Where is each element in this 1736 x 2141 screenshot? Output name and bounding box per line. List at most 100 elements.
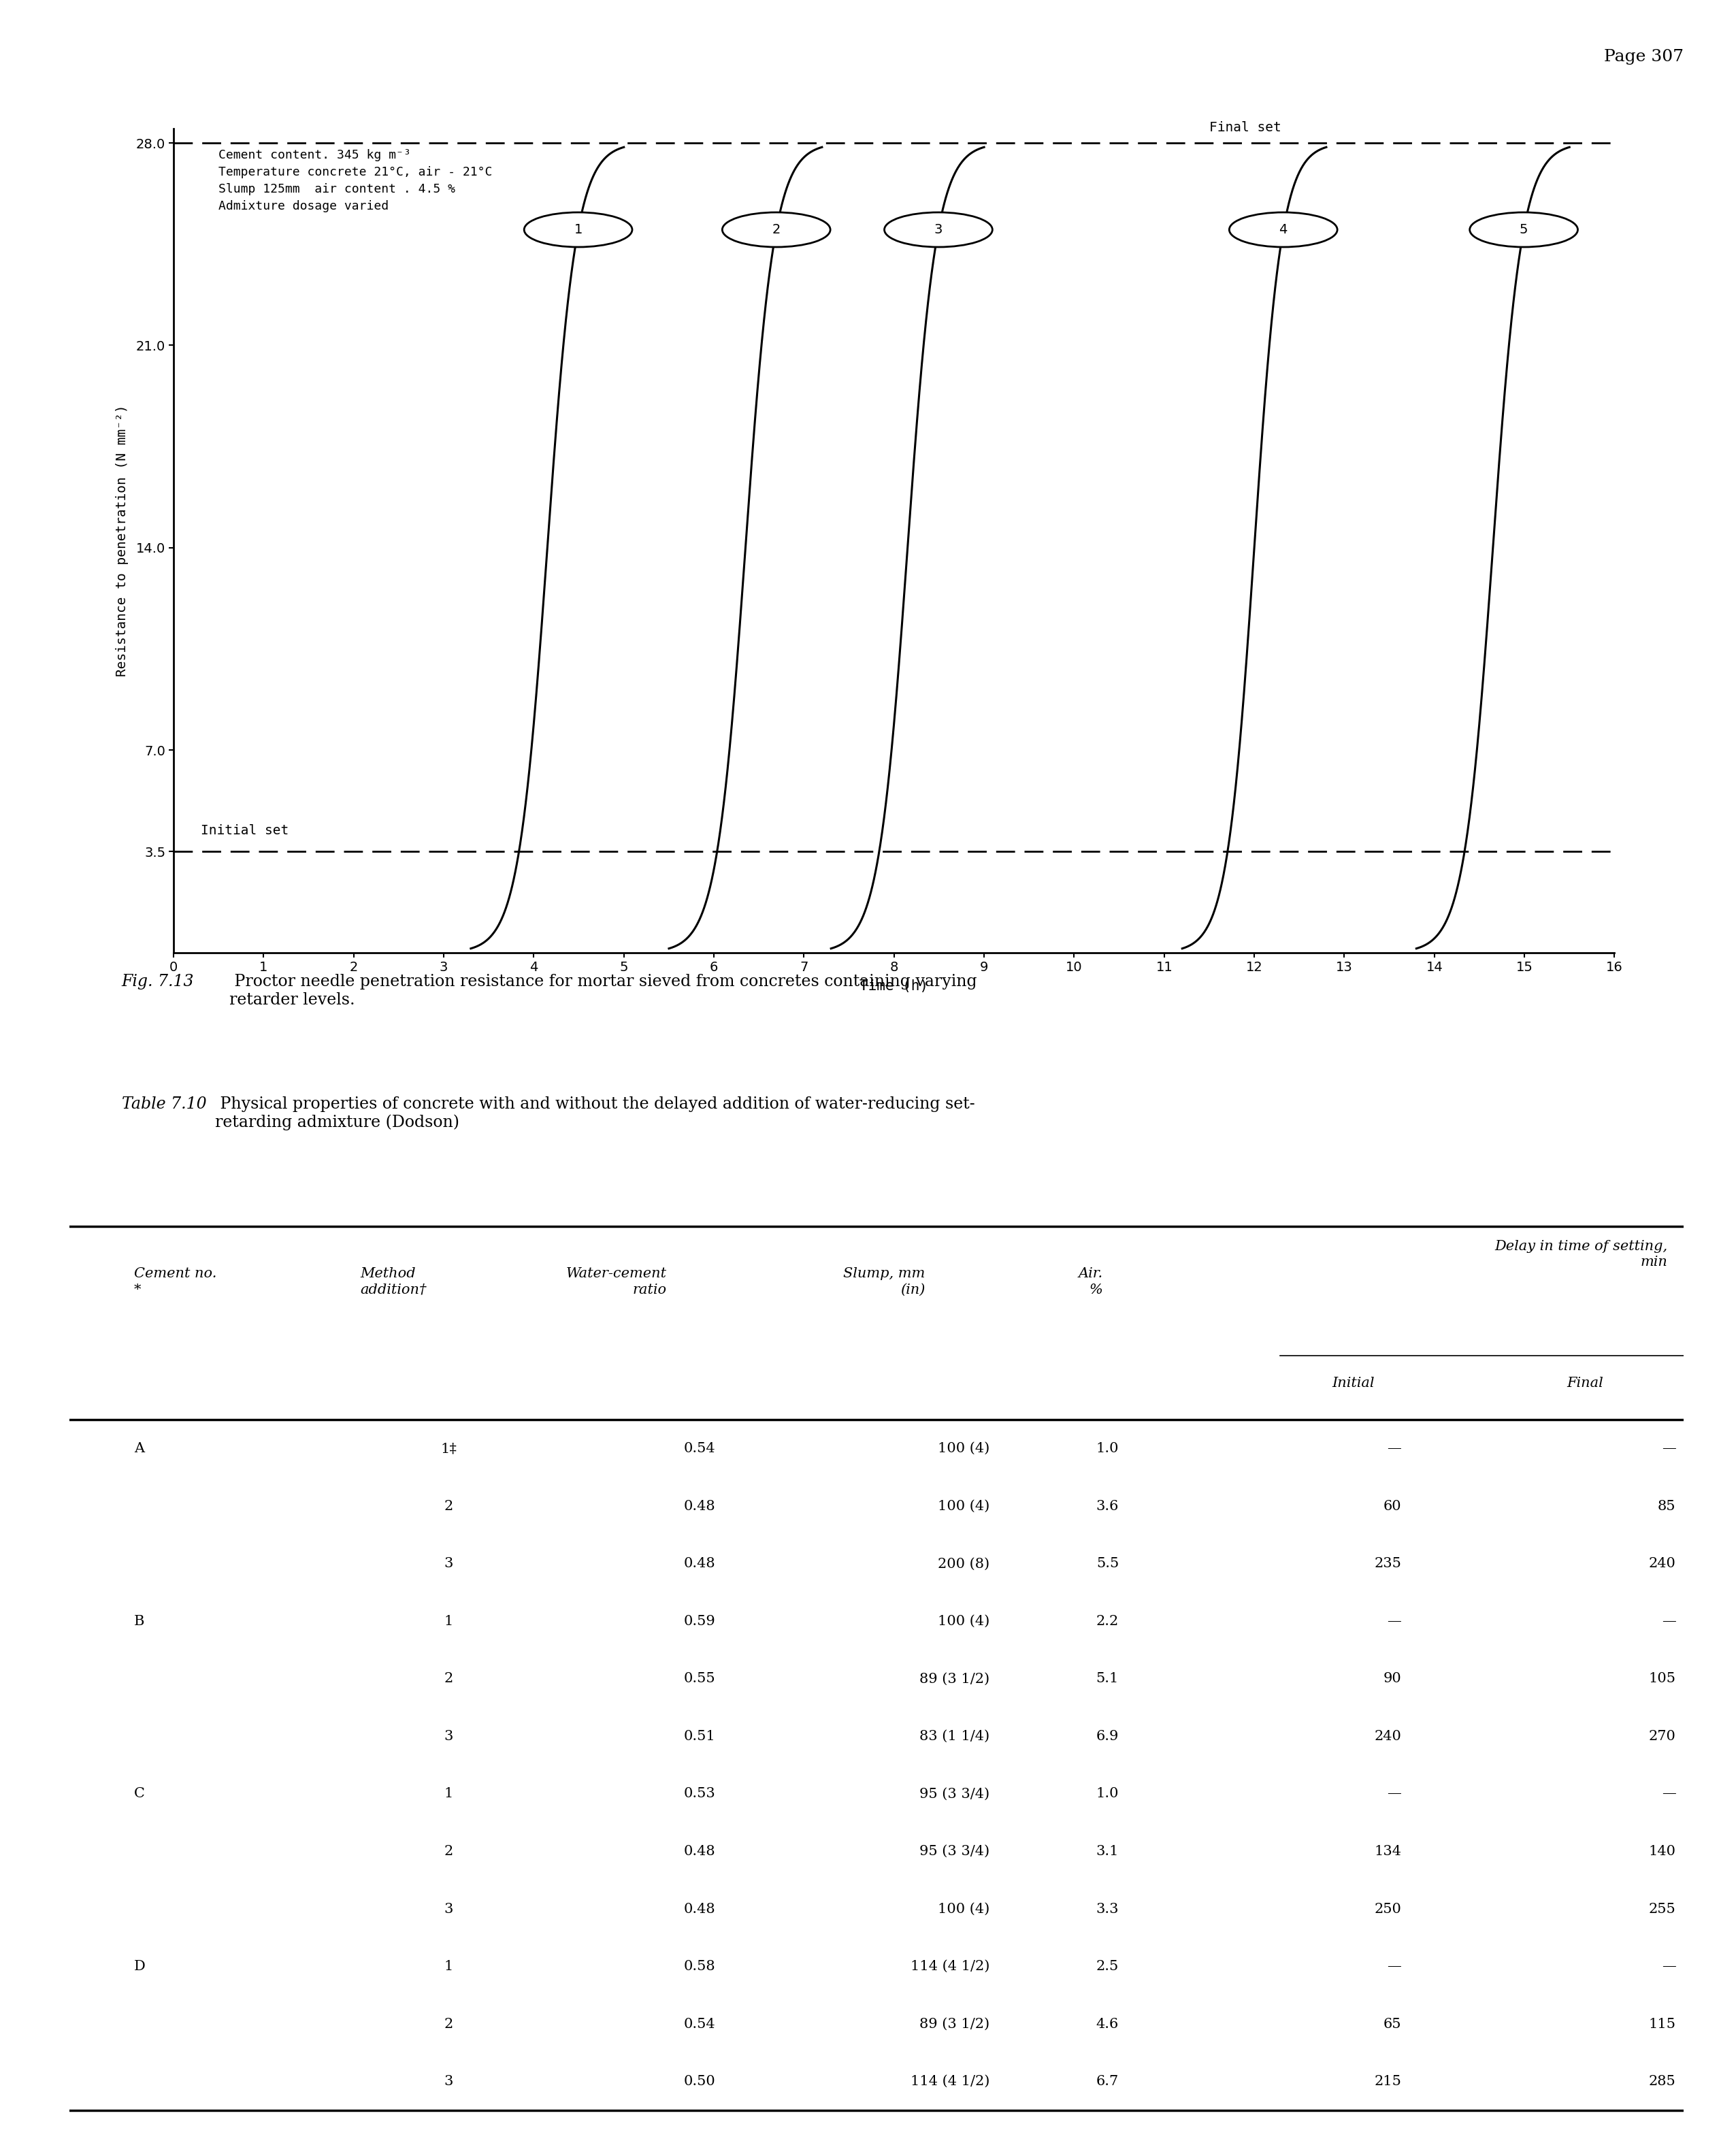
Text: 3.1: 3.1 <box>1095 1846 1120 1858</box>
Text: 1: 1 <box>444 1788 453 1801</box>
Text: 100 (4): 100 (4) <box>937 1443 990 1456</box>
Text: —: — <box>1387 1959 1401 1974</box>
Text: 89 (3 1/2): 89 (3 1/2) <box>920 2017 990 2030</box>
Text: 235: 235 <box>1375 1557 1401 1569</box>
Text: 1.0: 1.0 <box>1095 1788 1120 1801</box>
Text: 200 (8): 200 (8) <box>937 1557 990 1569</box>
Text: Cement content. 345 kg m⁻³
Temperature concrete 21°C, air - 21°C
Slump 125mm  ai: Cement content. 345 kg m⁻³ Temperature c… <box>219 148 493 212</box>
Text: Final set: Final set <box>1210 122 1281 135</box>
Text: 105: 105 <box>1649 1672 1675 1685</box>
Text: 2: 2 <box>444 1499 453 1514</box>
Text: —: — <box>1387 1788 1401 1801</box>
Text: 3.6: 3.6 <box>1095 1499 1120 1514</box>
Text: 5.5: 5.5 <box>1095 1557 1120 1569</box>
Text: 3: 3 <box>444 1730 453 1743</box>
Text: Final: Final <box>1566 1377 1604 1390</box>
Text: 1‡: 1‡ <box>441 1443 457 1456</box>
Text: Cement no.
*: Cement no. * <box>134 1267 217 1295</box>
Text: 0.54: 0.54 <box>684 1443 715 1456</box>
Text: 85: 85 <box>1658 1499 1675 1514</box>
Text: —: — <box>1661 1788 1675 1801</box>
Text: —: — <box>1661 1959 1675 1974</box>
Text: 95 (3 3/4): 95 (3 3/4) <box>920 1788 990 1801</box>
Text: 114 (4 1/2): 114 (4 1/2) <box>910 1959 990 1974</box>
Text: 115: 115 <box>1649 2017 1675 2030</box>
Text: 4.6: 4.6 <box>1095 2017 1120 2030</box>
Text: 5.1: 5.1 <box>1095 1672 1120 1685</box>
Text: Physical properties of concrete with and without the delayed addition of water-r: Physical properties of concrete with and… <box>215 1096 976 1130</box>
Text: 3.3: 3.3 <box>1095 1903 1120 1916</box>
Text: 215: 215 <box>1375 2075 1401 2087</box>
Circle shape <box>884 212 993 246</box>
Text: 0.55: 0.55 <box>684 1672 715 1685</box>
Text: 240: 240 <box>1375 1730 1401 1743</box>
Text: 3: 3 <box>934 223 943 236</box>
Text: 2: 2 <box>773 223 781 236</box>
Text: 6.7: 6.7 <box>1095 2075 1120 2087</box>
Text: 3: 3 <box>444 1903 453 1916</box>
Text: Proctor needle penetration resistance for mortar sieved from concretes containin: Proctor needle penetration resistance fo… <box>229 974 977 1008</box>
Circle shape <box>524 212 632 246</box>
Text: 2.2: 2.2 <box>1095 1614 1120 1627</box>
Circle shape <box>722 212 830 246</box>
Text: Slump, mm
(in): Slump, mm (in) <box>844 1267 925 1295</box>
Text: 0.53: 0.53 <box>684 1788 715 1801</box>
Text: 3: 3 <box>444 1557 453 1569</box>
Text: 60: 60 <box>1384 1499 1401 1514</box>
Circle shape <box>1470 212 1578 246</box>
Text: 89 (3 1/2): 89 (3 1/2) <box>920 1672 990 1685</box>
Text: 90: 90 <box>1384 1672 1401 1685</box>
Text: 114 (4 1/2): 114 (4 1/2) <box>910 2075 990 2087</box>
Text: 0.48: 0.48 <box>684 1903 715 1916</box>
Text: —: — <box>1387 1443 1401 1456</box>
Text: 0.50: 0.50 <box>684 2075 715 2087</box>
Text: —: — <box>1661 1614 1675 1627</box>
Text: 0.51: 0.51 <box>684 1730 715 1743</box>
Text: A: A <box>134 1443 144 1456</box>
Text: Method
addition†: Method addition† <box>359 1267 427 1295</box>
Text: 1: 1 <box>444 1959 453 1974</box>
Text: Initial: Initial <box>1332 1377 1375 1390</box>
Text: 2: 2 <box>444 1846 453 1858</box>
Text: 1.0: 1.0 <box>1095 1443 1120 1456</box>
Text: Fig. 7.13: Fig. 7.13 <box>122 974 194 989</box>
Text: 83 (1 1/4): 83 (1 1/4) <box>920 1730 990 1743</box>
Text: 240: 240 <box>1649 1557 1675 1569</box>
Text: 0.59: 0.59 <box>684 1614 715 1627</box>
Text: Initial set: Initial set <box>201 824 288 837</box>
Text: 6.9: 6.9 <box>1095 1730 1120 1743</box>
Text: 5: 5 <box>1519 223 1528 236</box>
Text: 0.48: 0.48 <box>684 1557 715 1569</box>
Text: B: B <box>134 1614 144 1627</box>
Text: 2: 2 <box>444 1672 453 1685</box>
Text: Water-cement
ratio: Water-cement ratio <box>566 1267 667 1295</box>
Text: 2.5: 2.5 <box>1095 1959 1120 1974</box>
Text: 100 (4): 100 (4) <box>937 1499 990 1514</box>
Text: 134: 134 <box>1375 1846 1401 1858</box>
Text: 270: 270 <box>1649 1730 1675 1743</box>
Text: C: C <box>134 1788 144 1801</box>
Text: Delay in time of setting,
min: Delay in time of setting, min <box>1495 1240 1668 1270</box>
Text: 250: 250 <box>1375 1903 1401 1916</box>
Text: 0.58: 0.58 <box>684 1959 715 1974</box>
Text: 2: 2 <box>444 2017 453 2030</box>
Text: 3: 3 <box>444 2075 453 2087</box>
Text: 1: 1 <box>575 223 582 236</box>
Text: 4: 4 <box>1279 223 1288 236</box>
Text: 100 (4): 100 (4) <box>937 1903 990 1916</box>
Text: 1: 1 <box>444 1614 453 1627</box>
Text: 255: 255 <box>1649 1903 1675 1916</box>
Text: 0.48: 0.48 <box>684 1499 715 1514</box>
Text: 0.48: 0.48 <box>684 1846 715 1858</box>
Y-axis label: Resistance to penetration (N mm⁻²): Resistance to penetration (N mm⁻²) <box>116 405 128 677</box>
Text: 100 (4): 100 (4) <box>937 1614 990 1627</box>
Circle shape <box>1229 212 1337 246</box>
Text: Table 7.10: Table 7.10 <box>122 1096 207 1111</box>
Text: 140: 140 <box>1649 1846 1675 1858</box>
Text: Air.
%: Air. % <box>1078 1267 1102 1295</box>
X-axis label: Time (h): Time (h) <box>859 978 929 993</box>
Text: 65: 65 <box>1384 2017 1401 2030</box>
Text: D: D <box>134 1959 146 1974</box>
Text: 0.54: 0.54 <box>684 2017 715 2030</box>
Text: Page 307: Page 307 <box>1604 49 1684 64</box>
